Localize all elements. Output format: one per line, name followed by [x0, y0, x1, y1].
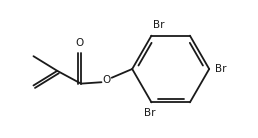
Text: O: O [75, 38, 84, 48]
Text: Br: Br [153, 20, 165, 30]
Text: Br: Br [215, 64, 227, 74]
Text: Br: Br [144, 108, 156, 118]
Text: O: O [102, 75, 111, 85]
